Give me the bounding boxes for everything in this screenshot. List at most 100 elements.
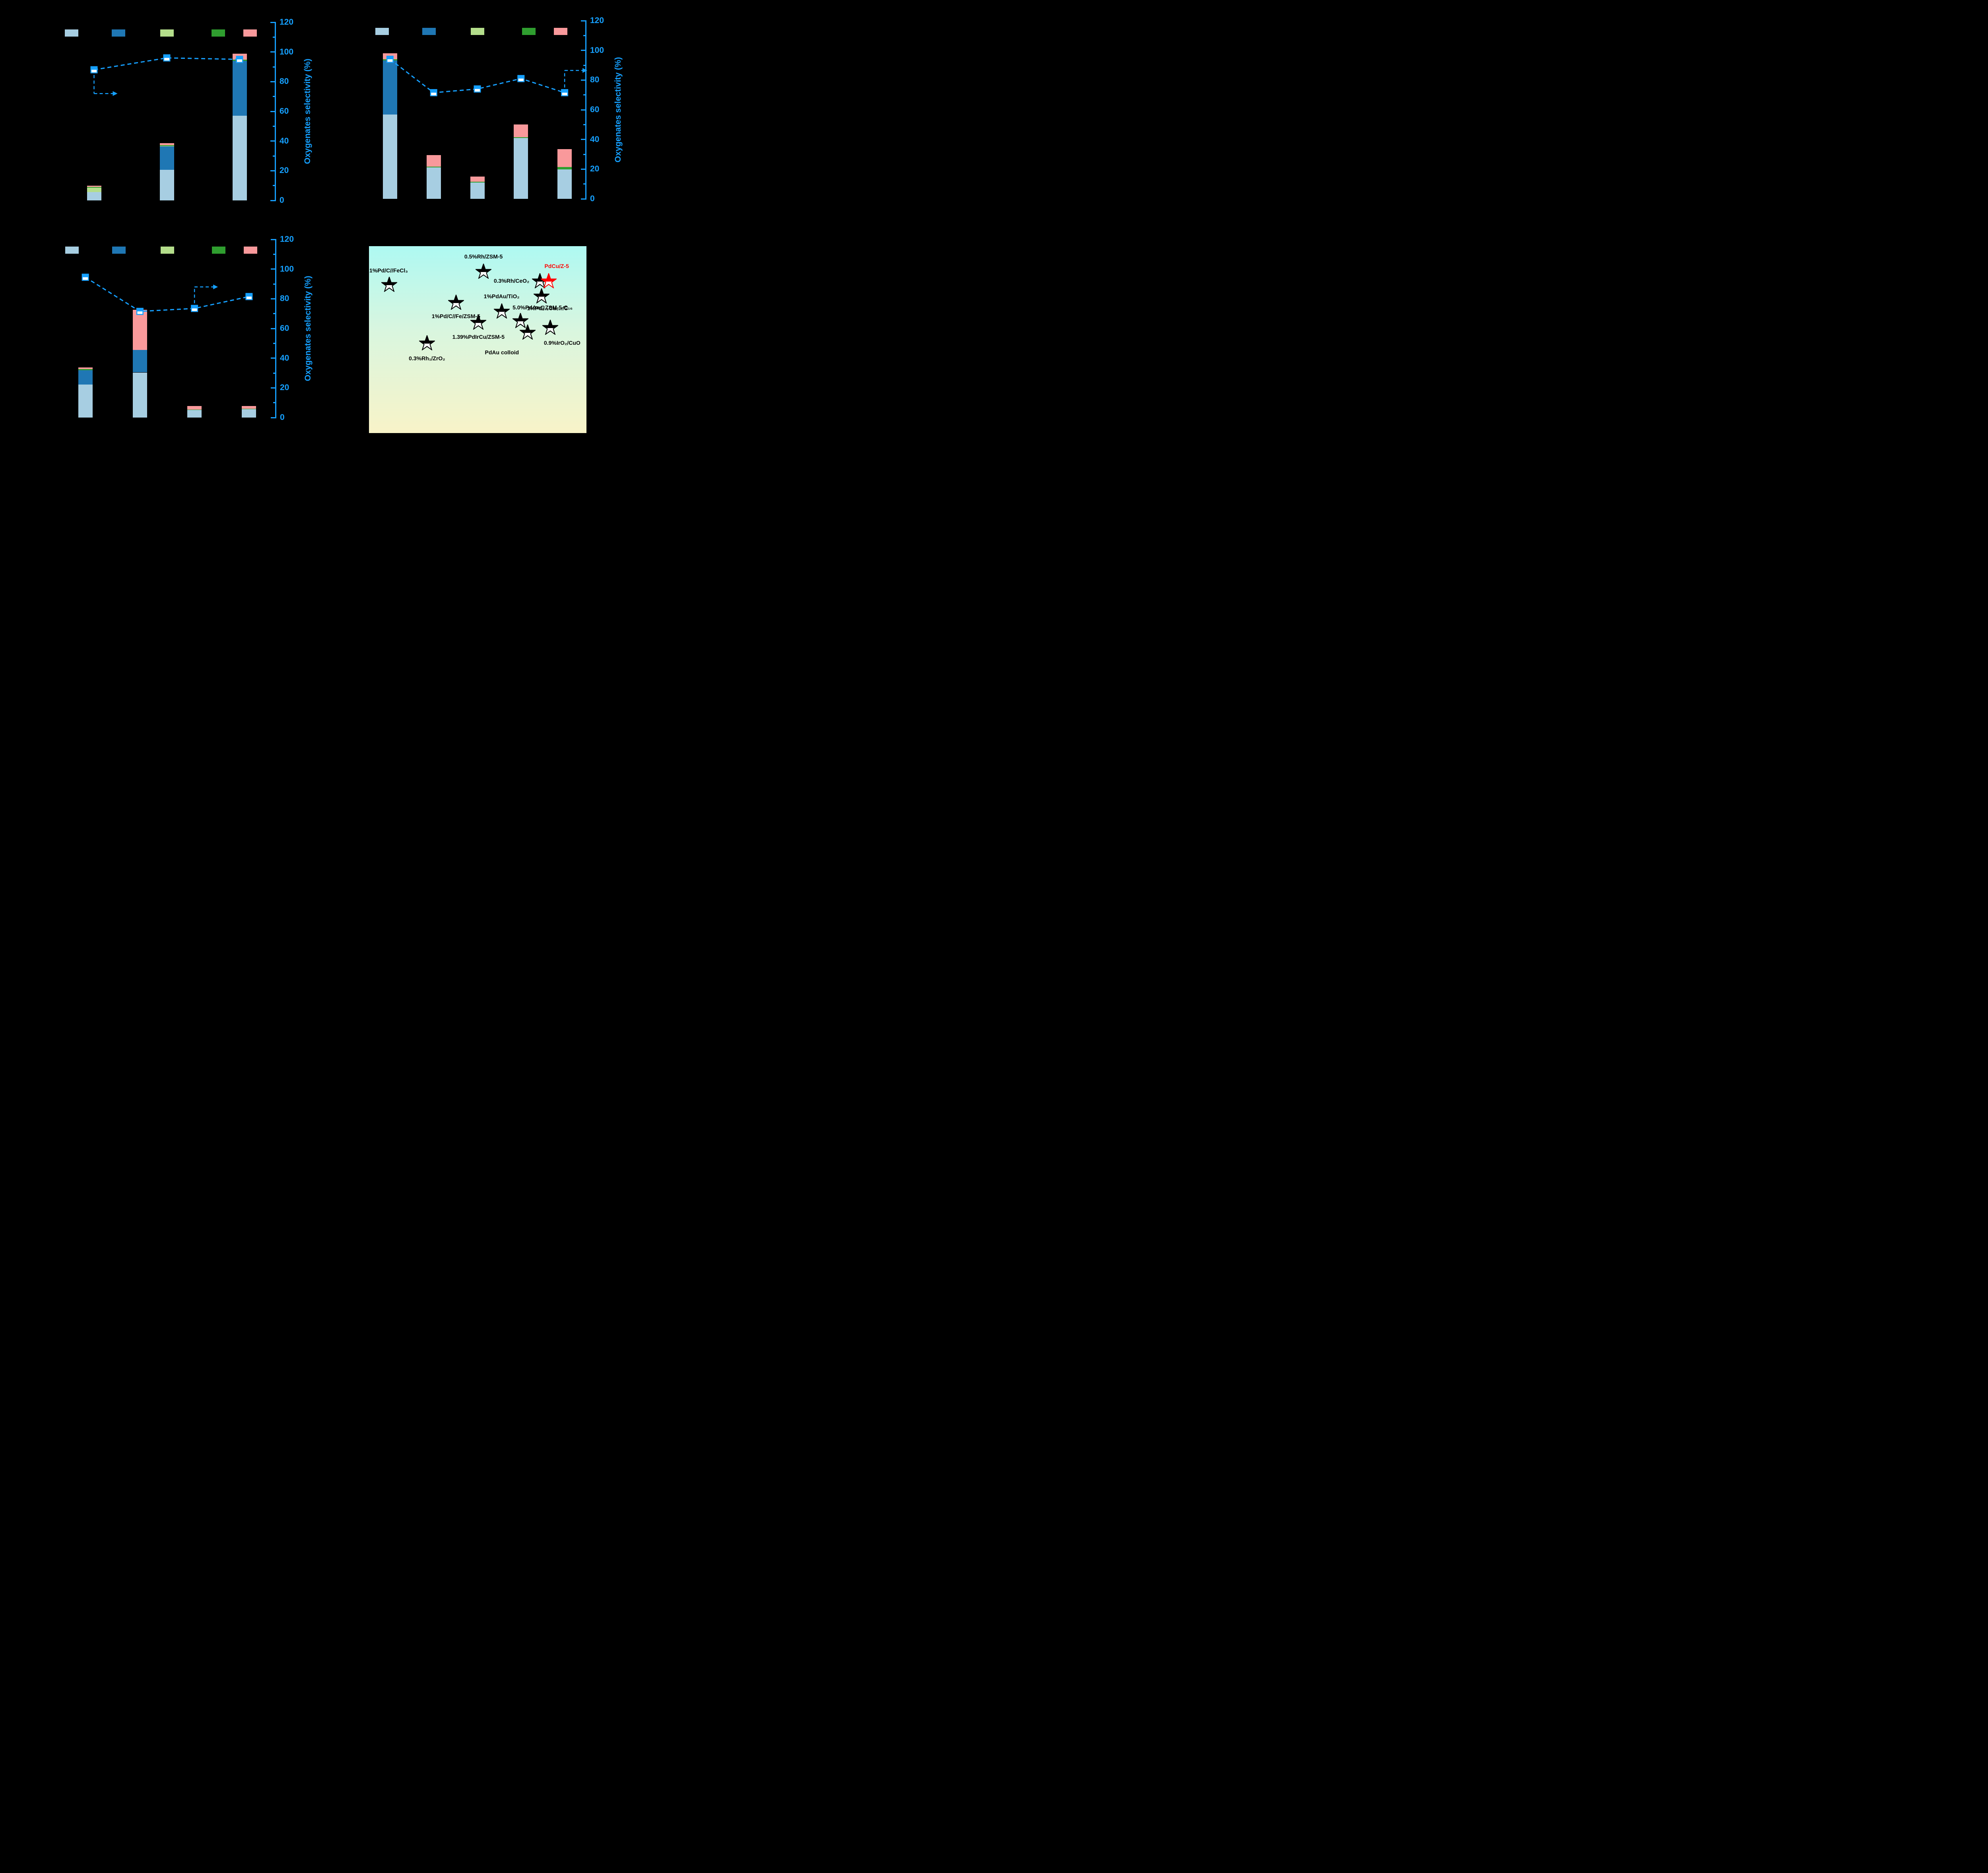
bar-segment-CH₃OH xyxy=(78,385,93,418)
bar-segment-CH₃OH xyxy=(159,170,174,200)
legend-swatch-CH₃COOH xyxy=(160,29,174,37)
selectivity-dashed-line xyxy=(85,276,249,312)
panel-c-bimetal-chart: 0 20 40 60 80 100 120 CH₃OH HCOOH CH₃COOH CO CO₂ O… xyxy=(58,235,313,446)
right-axis-title-b: Oxygenates selectivity (%) xyxy=(613,57,623,163)
axis-pointer-dashed xyxy=(564,70,583,88)
right-axis-major-tick xyxy=(581,20,586,21)
line-marker xyxy=(474,85,481,93)
star-1%Pd/C//FeCl₃ xyxy=(381,277,398,292)
scatter-point-label: 0.3%Rh/CeO₂ xyxy=(493,277,530,284)
legend-item: HCOOH xyxy=(422,28,460,35)
selectivity-dashed-line xyxy=(389,58,565,93)
panel-d-benchmark-scatter: 1%Pd/C//FeCl₃ 0.5%Rh/ZSM-5 0.3%Rh/CeO₂ PdCu… xyxy=(365,246,592,457)
legend-item: CH₃COOH xyxy=(160,29,205,37)
x-tick-label-d: 80 xyxy=(437,436,445,444)
selectivity-line-overlay xyxy=(386,56,588,97)
x-category-label: PdCu/Z-5 xyxy=(368,204,392,227)
x-tick-label: 90 xyxy=(126,204,135,212)
right-axis-tick-label: 80 xyxy=(280,294,289,303)
star-0.9%IrO₂/CuO xyxy=(542,320,558,335)
bar-segment-CO₂ xyxy=(426,155,441,167)
right-axis-tick-label: 0 xyxy=(590,194,595,203)
right-axis-major-tick xyxy=(581,79,586,81)
right-axis-minor-tick xyxy=(273,96,276,97)
x-axis-title-d: Oxygenates selectivity (%) xyxy=(425,448,530,457)
panel-b-catalyst-chart: 0 20 40 60 80 100 120 CH₃OH HCOOH CH₃COOH CO CO₂ O… xyxy=(368,16,623,229)
x-category-label: Cu/Z-5 xyxy=(461,204,480,222)
line-marker xyxy=(163,54,171,62)
legend-label: CO xyxy=(538,28,547,35)
legend-item: HCOOH xyxy=(112,29,149,37)
bar-segment-CO₂ xyxy=(514,124,528,138)
bar-segment-CO₂ xyxy=(132,309,147,350)
x-tick-label-d: 95 xyxy=(546,436,554,444)
legend-swatch-HCOOH xyxy=(112,29,125,37)
right-axis-minor-tick xyxy=(273,155,276,157)
legend-swatch-CH₃OH xyxy=(375,28,389,35)
bar-segment-HCOOH xyxy=(232,61,247,116)
legend-label: CH₃OH xyxy=(81,247,101,254)
bar-segment-CH₃OH xyxy=(382,115,397,199)
star-PdCu/Z-5 xyxy=(541,273,557,288)
line-marker xyxy=(191,305,198,312)
right-axis-minor-tick xyxy=(273,125,276,127)
star-5.0%PdAu@ZSM-5-C₁₆ xyxy=(513,313,529,328)
legend-label: CO xyxy=(227,29,236,37)
legend-swatch-CO xyxy=(212,29,225,37)
right-axis-tick-label: 20 xyxy=(280,166,289,175)
right-axis-major-tick xyxy=(271,239,276,240)
right-axis-major-tick xyxy=(271,358,276,359)
right-axis-tick-label: 80 xyxy=(590,75,600,85)
legend-item: CO₂ xyxy=(554,28,581,35)
right-axis-major-tick xyxy=(271,417,276,418)
bar-segment-CH₃OH xyxy=(557,169,572,199)
right-axis-tick-label: 100 xyxy=(590,45,604,55)
scatter-point-label: 1.39%PdIrCu/ZSM-5 xyxy=(452,333,505,340)
plot-area-c: 0 20 40 60 80 100 120 xyxy=(58,235,294,422)
scatter-point-label: 1%Pd/C//FeCl₃ xyxy=(369,267,408,274)
right-axis-minor-tick xyxy=(583,153,586,155)
star-1%Pd/C//Fe/ZSM-5 xyxy=(448,295,464,310)
legend-a: CH₃OH HCOOH CH₃COOH CO CO₂ xyxy=(58,22,276,38)
x-tick-label-d: 85 xyxy=(474,436,481,444)
right-axis-minor-tick xyxy=(273,36,276,38)
bar-segment-HCOOH xyxy=(132,350,147,373)
legend-item: CH₃COOH xyxy=(471,28,516,35)
legend-label: CH₃COOH xyxy=(176,29,205,37)
legend-item: CO xyxy=(522,28,547,35)
selectivity-line-overlay xyxy=(82,274,253,315)
line-marker xyxy=(245,293,253,300)
right-axis-tick-label: 120 xyxy=(590,16,604,25)
x-tick-label: 100 xyxy=(160,204,173,212)
plot-area-d: 1%Pd/C//FeCl₃ 0.5%Rh/ZSM-5 0.3%Rh/CeO₂ PdCu… xyxy=(369,246,586,433)
right-axis-tick-label: 40 xyxy=(280,136,289,146)
bar-segment-CO xyxy=(78,369,93,370)
legend-swatch-CO₂ xyxy=(554,28,567,35)
bar-segment-CO xyxy=(557,167,572,170)
legend-label: CH₃OH xyxy=(391,28,412,35)
scatter-point-label: 1%Pd/C//Fe/ZSM-5 xyxy=(431,313,480,319)
x-category-label: Pd//Cu-PM xyxy=(496,204,523,230)
bar-segment-CO₂ xyxy=(187,406,202,410)
x-tick-label: 70 xyxy=(53,204,62,212)
legend-label: CO₂ xyxy=(569,28,581,35)
star-1%Pd₀.₃Cu₀.₇/C xyxy=(533,288,549,304)
right-axis-major-tick xyxy=(270,200,276,201)
bar-segment-HCOOH xyxy=(382,60,397,115)
right-axis-tick-label: 0 xyxy=(280,196,284,205)
line-marker xyxy=(561,89,569,97)
bar-segment-CO xyxy=(87,187,101,188)
legend-swatch-CH₃OH xyxy=(65,29,78,37)
legend-swatch-HCOOH xyxy=(112,247,126,254)
x-tick-label-d: 90 xyxy=(510,436,518,444)
right-axis-major-tick xyxy=(581,198,586,200)
legend-swatch-CH₃COOH xyxy=(471,28,484,35)
legend-item: CO xyxy=(212,29,236,37)
bar-segment-CH₃OH xyxy=(132,372,147,418)
right-axis-minor-tick xyxy=(273,372,276,374)
x-category-label: Pd/Z-5 xyxy=(417,204,436,222)
x-tick-label-d: 100 xyxy=(580,436,592,444)
legend-item: CH₃OH xyxy=(375,28,411,35)
bar-segment-CO xyxy=(159,145,174,146)
x-category-label: PdNi/Z-5 xyxy=(229,423,252,445)
